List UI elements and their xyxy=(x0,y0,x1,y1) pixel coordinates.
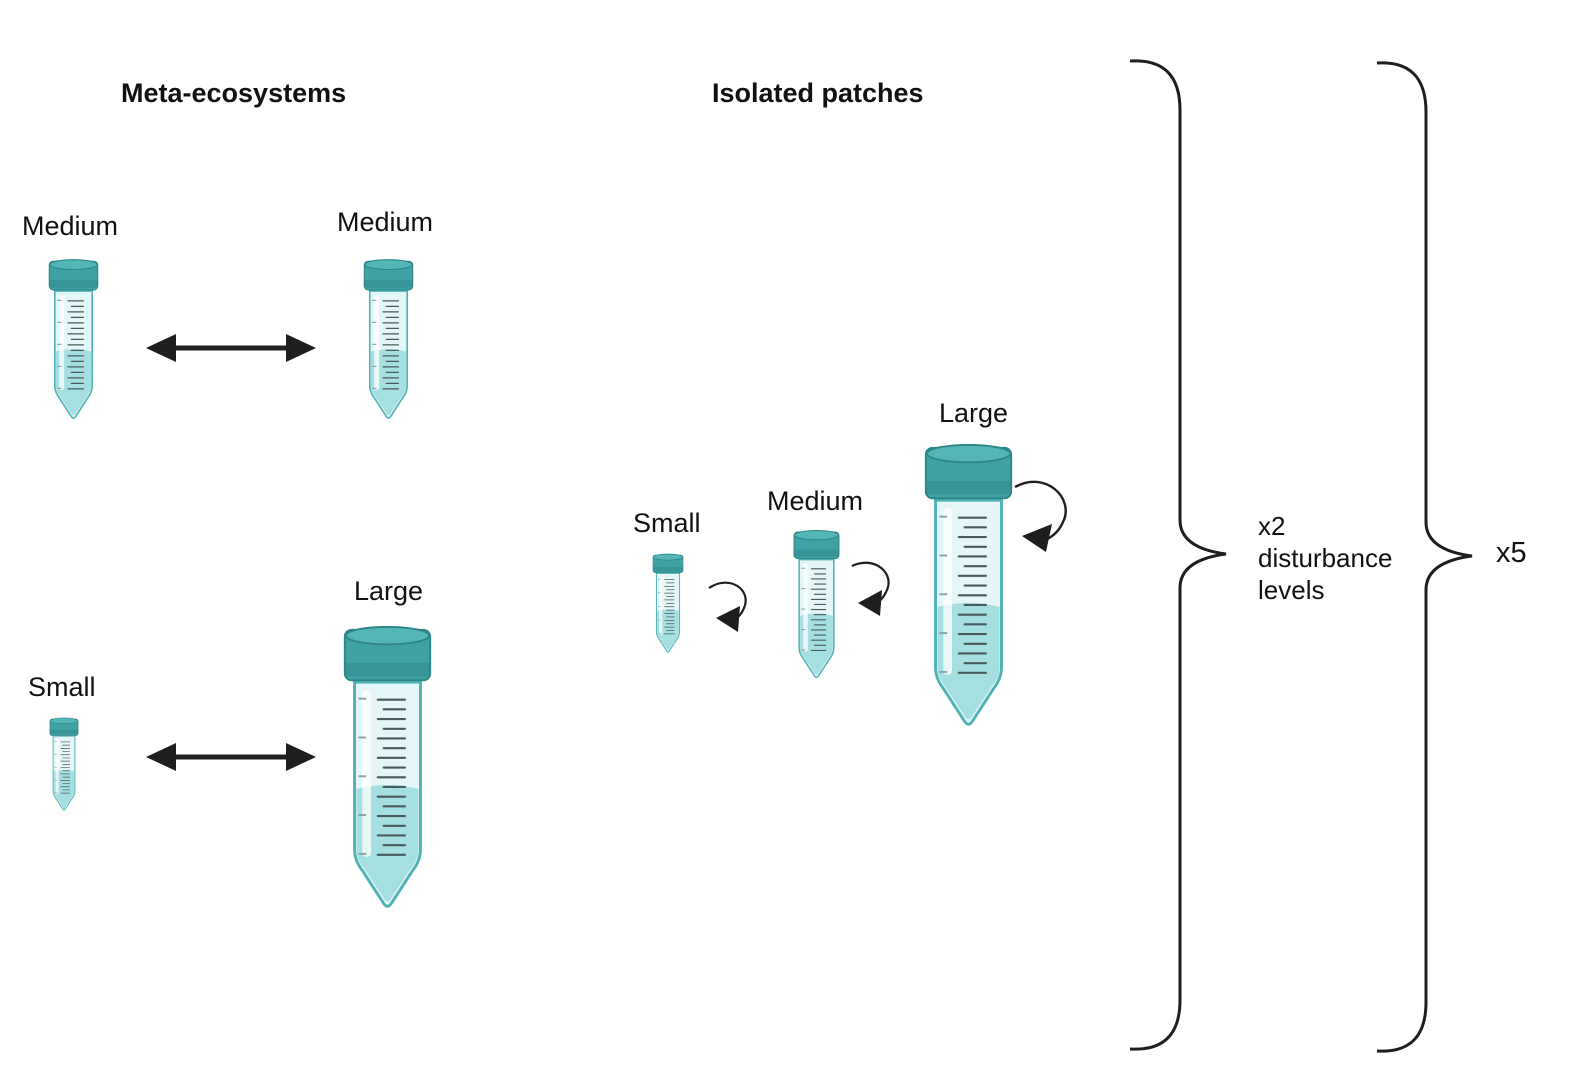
meta-ecosystems-heading: Meta-ecosystems xyxy=(121,78,347,108)
meta-tube-medium-left xyxy=(48,258,99,419)
inner-brace xyxy=(1129,59,1227,1051)
meta-pair2-left-label: Small xyxy=(28,672,96,702)
meta-pair2-double-arrow xyxy=(146,743,316,771)
isolated-tube-large xyxy=(924,443,1013,726)
isolated-small-self-arrow xyxy=(708,581,747,632)
isolated-tube-small xyxy=(652,553,684,653)
outer-brace xyxy=(1376,61,1473,1053)
meta-tube-large xyxy=(343,625,432,908)
meta-pair1-double-arrow xyxy=(146,334,316,362)
meta-pair1-left-label: Medium xyxy=(22,211,119,241)
isolated-small-label: Small xyxy=(633,508,701,538)
inner-brace-label: x2 disturbance levels xyxy=(1258,510,1448,606)
inner-brace-multiplier: x2 xyxy=(1258,511,1286,541)
outer-brace-multiplier: x5 xyxy=(1496,537,1527,569)
isolated-large-self-arrow xyxy=(1014,480,1067,552)
meta-tube-small xyxy=(49,717,79,811)
meta-tube-medium-right xyxy=(363,258,414,419)
meta-pair2-right-label: Large xyxy=(354,576,424,606)
isolated-medium-self-arrow xyxy=(851,561,890,616)
isolated-tube-medium xyxy=(793,529,840,679)
isolated-medium-label: Medium xyxy=(767,486,864,516)
inner-brace-line2: disturbance xyxy=(1258,543,1393,573)
inner-brace-line3: levels xyxy=(1258,575,1325,605)
isolated-patches-heading: Isolated patches xyxy=(712,78,924,108)
meta-pair1-right-label: Medium xyxy=(337,207,434,237)
isolated-large-label: Large xyxy=(939,398,1009,428)
